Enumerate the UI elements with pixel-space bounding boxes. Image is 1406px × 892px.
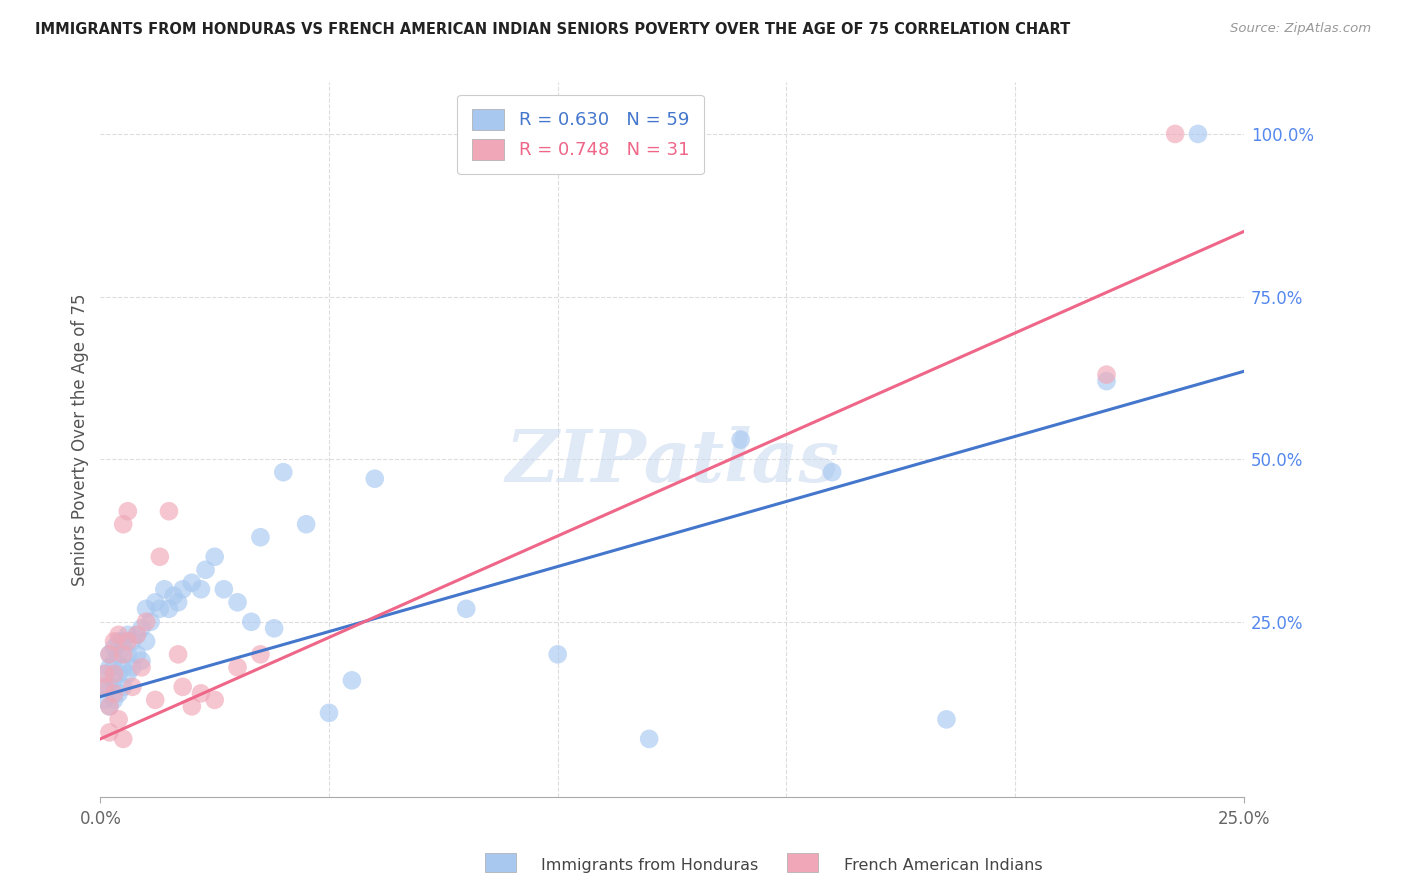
Point — [547, 648, 569, 662]
Point — [340, 673, 363, 688]
Point — [121, 634, 143, 648]
Point — [1187, 127, 1209, 141]
Legend: R = 0.630   N = 59, R = 0.748   N = 31: R = 0.630 N = 59, R = 0.748 N = 31 — [457, 95, 704, 174]
Point — [249, 530, 271, 544]
Point — [94, 693, 117, 707]
Point — [94, 666, 117, 681]
Point — [103, 686, 125, 700]
Point — [226, 595, 249, 609]
Point — [318, 706, 340, 720]
Point — [107, 634, 129, 648]
Point — [107, 666, 129, 681]
Point — [94, 680, 117, 694]
Point — [117, 628, 139, 642]
Point — [240, 615, 263, 629]
Text: Immigrants from Honduras: Immigrants from Honduras — [541, 858, 759, 872]
Point — [107, 712, 129, 726]
Point — [204, 693, 226, 707]
Point — [107, 628, 129, 642]
Point — [131, 660, 153, 674]
Point — [107, 648, 129, 662]
Point — [112, 660, 135, 674]
Point — [131, 621, 153, 635]
Point — [112, 731, 135, 746]
Point — [149, 602, 172, 616]
Y-axis label: Seniors Poverty Over the Age of 75: Seniors Poverty Over the Age of 75 — [72, 293, 89, 586]
Point — [190, 582, 212, 597]
Point — [103, 654, 125, 668]
Point — [162, 589, 184, 603]
Point — [112, 517, 135, 532]
Point — [172, 680, 194, 694]
Point — [167, 595, 190, 609]
Point — [1095, 374, 1118, 388]
Point — [821, 465, 844, 479]
Point — [94, 680, 117, 694]
Point — [103, 666, 125, 681]
Point — [135, 602, 157, 616]
Point — [364, 472, 387, 486]
Point — [190, 686, 212, 700]
Point — [131, 654, 153, 668]
Point — [638, 731, 661, 746]
Point — [112, 680, 135, 694]
Point — [98, 725, 121, 739]
Point — [194, 563, 217, 577]
Point — [295, 517, 318, 532]
Point — [125, 628, 148, 642]
Point — [180, 575, 202, 590]
Point — [121, 660, 143, 674]
Text: IMMIGRANTS FROM HONDURAS VS FRENCH AMERICAN INDIAN SENIORS POVERTY OVER THE AGE : IMMIGRANTS FROM HONDURAS VS FRENCH AMERI… — [35, 22, 1070, 37]
Text: Source: ZipAtlas.com: Source: ZipAtlas.com — [1230, 22, 1371, 36]
Point — [117, 634, 139, 648]
Point — [98, 699, 121, 714]
Point — [149, 549, 172, 564]
Point — [271, 465, 294, 479]
Point — [135, 615, 157, 629]
Point — [98, 699, 121, 714]
Point — [103, 634, 125, 648]
Point — [112, 648, 135, 662]
Text: French American Indians: French American Indians — [844, 858, 1042, 872]
Text: ZIPatlas: ZIPatlas — [505, 425, 839, 497]
Point — [98, 648, 121, 662]
Point — [157, 504, 180, 518]
Point — [112, 634, 135, 648]
Point — [212, 582, 235, 597]
Point — [135, 634, 157, 648]
Point — [98, 680, 121, 694]
Point — [204, 549, 226, 564]
Point — [167, 648, 190, 662]
Point — [117, 504, 139, 518]
Point — [98, 660, 121, 674]
Point — [263, 621, 285, 635]
Point — [94, 666, 117, 681]
Point — [157, 602, 180, 616]
Point — [143, 595, 166, 609]
Point — [172, 582, 194, 597]
Point — [1164, 127, 1187, 141]
Point — [125, 648, 148, 662]
Point — [117, 666, 139, 681]
Point — [125, 628, 148, 642]
Point — [117, 648, 139, 662]
Point — [730, 433, 752, 447]
Point — [456, 602, 478, 616]
Point — [107, 686, 129, 700]
Point — [249, 648, 271, 662]
Point — [103, 693, 125, 707]
Point — [935, 712, 957, 726]
Point — [226, 660, 249, 674]
Point — [103, 640, 125, 655]
Point — [143, 693, 166, 707]
Point — [1095, 368, 1118, 382]
Point — [103, 673, 125, 688]
Point — [121, 680, 143, 694]
Point — [139, 615, 162, 629]
Point — [180, 699, 202, 714]
Point — [153, 582, 176, 597]
Point — [98, 648, 121, 662]
